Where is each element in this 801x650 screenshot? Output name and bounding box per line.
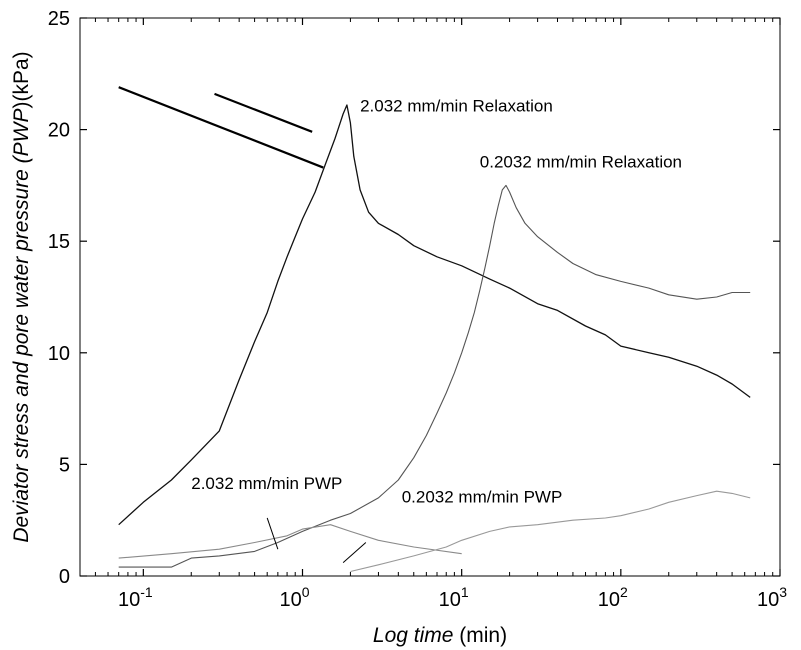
x-axis-title-unit: (min) [453,624,507,647]
y-tick-label: 0 [59,566,70,588]
x-tick-label: 10-1 [118,584,153,611]
y-axis-title-italic: Deviator stress and pore water pressure … [10,154,33,542]
annotation-label: 2.032 mm/min Relaxation [360,97,553,116]
leader-line [214,92,313,133]
leader-line [342,542,367,563]
series-layer [118,104,751,573]
leader-line [266,517,279,550]
x-tick-label: 100 [279,584,309,611]
y-tick-label: 20 [48,120,70,142]
axis-ticks: 0 5 10 15 20 25 10-1 100 101 102 103 [48,8,787,611]
x-tick-label: 102 [598,584,628,611]
series-line-4 [350,490,751,573]
x-axis-title: Log time (min) [373,624,507,647]
annotation-label: 0.2032 mm/min Relaxation [480,153,682,172]
plot-frame [79,17,781,577]
annotation-label: 2.032 mm/min PWP [191,474,342,493]
y-tick-label: 25 [48,8,70,30]
y-axis-title-unit: )(kPa) [10,51,33,108]
y-axis-title: Deviator stress and pore water pressure … [10,51,33,542]
x-tick-label: 101 [439,584,469,611]
series-line-1 [118,104,751,526]
x-axis-title-italic: Log time [373,624,454,647]
x-tick-label: 103 [757,584,787,611]
y-tick-label: 15 [48,231,70,253]
y-tick-label: 10 [48,343,70,365]
leader-line [118,86,324,169]
plot-border [79,17,781,577]
series-line-3 [118,524,462,559]
leader-lines [118,86,367,563]
annotation-label: 0.2032 mm/min PWP [402,487,563,506]
y-tick-label: 5 [59,454,70,476]
annotations: 2.032 mm/min Relaxation 0.2032 mm/min Rel… [191,97,682,507]
series-line-2 [118,184,751,568]
y-axis-title-pwp: PWP [10,109,33,157]
